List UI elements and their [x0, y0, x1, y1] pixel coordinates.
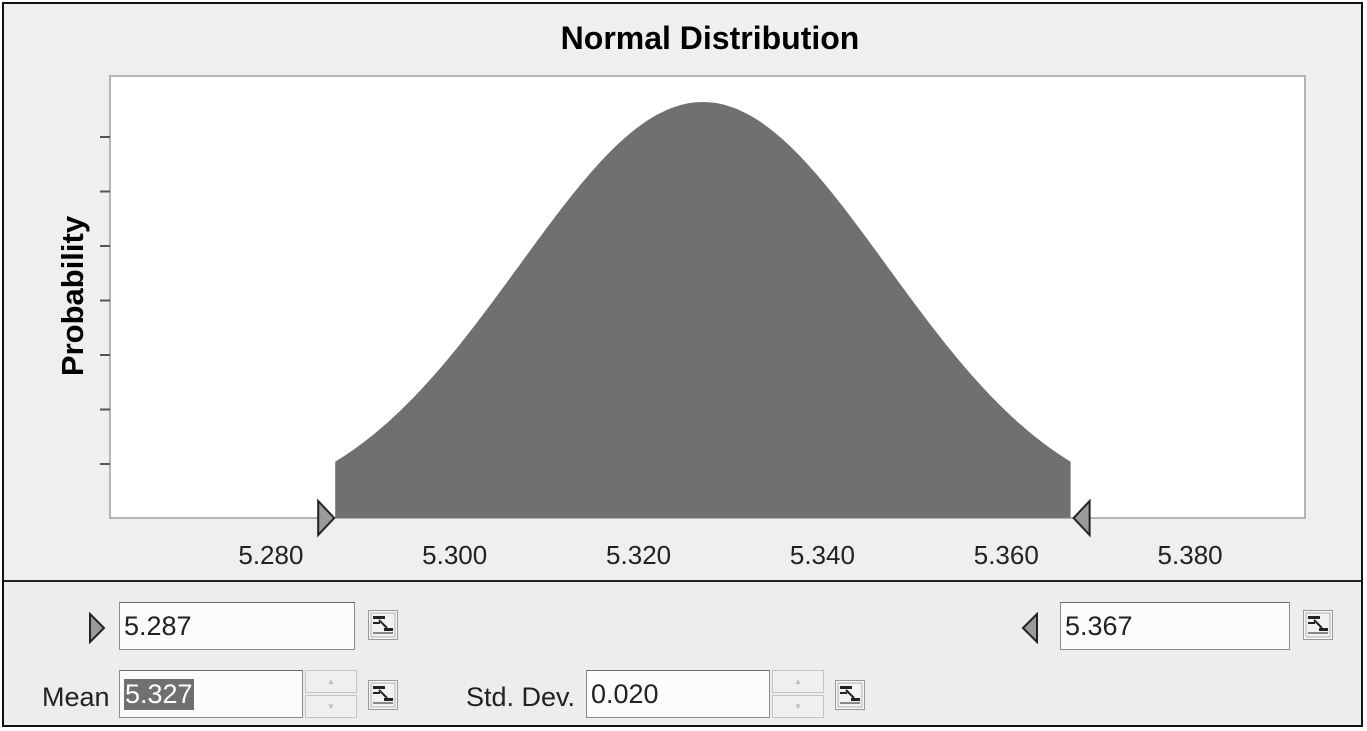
left-bound-value: 5.287: [124, 610, 192, 641]
y-axis-ticks: [100, 136, 110, 465]
x-tick-label: 5.340: [790, 540, 855, 570]
mean-label: Mean: [42, 682, 110, 712]
cell-reference-icon: [370, 612, 396, 638]
mean-value: 5.327: [124, 678, 194, 710]
right-bound-marker-icon[interactable]: [1072, 498, 1091, 538]
std-dev-cell-reference-button[interactable]: [835, 680, 865, 710]
x-tick-label: 5.320: [606, 540, 671, 570]
mean-spinner[interactable]: ▲ ▼: [305, 670, 357, 718]
std-dev-spin-down-button[interactable]: ▼: [772, 695, 824, 718]
std-dev-spinner[interactable]: ▲ ▼: [772, 670, 824, 718]
std-dev-input[interactable]: 0.020: [586, 670, 770, 718]
mean-input[interactable]: 5.327: [119, 670, 303, 718]
normal-distribution-chart: Normal Distribution Probability 5.280 5.3…: [55, 20, 1306, 570]
mean-spin-down-button[interactable]: ▼: [305, 695, 357, 718]
cell-reference-icon: [1305, 612, 1331, 638]
x-tick-label: 5.300: [422, 540, 487, 570]
left-bound-input[interactable]: 5.287: [119, 602, 355, 650]
right-bound-cell-reference-button[interactable]: [1303, 610, 1333, 640]
std-dev-spin-up-button[interactable]: ▲: [772, 670, 824, 693]
left-bound-triangle-icon: [89, 612, 106, 644]
mean-cell-reference-button[interactable]: [368, 680, 398, 710]
std-dev-label: Std. Dev.: [466, 682, 576, 712]
y-axis-label: Probability: [55, 215, 90, 376]
chart-title: Normal Distribution: [561, 20, 860, 56]
std-dev-value: 0.020: [591, 678, 659, 709]
panel-divider: [4, 580, 1361, 582]
x-tick-label: 5.280: [238, 540, 303, 570]
cell-reference-icon: [837, 682, 863, 708]
probability-density-area: [335, 102, 1071, 518]
right-bound-value: 5.367: [1065, 610, 1133, 641]
chart-panel: Normal Distribution Probability 5.280 5.3…: [6, 6, 1359, 580]
x-tick-label: 5.380: [1158, 540, 1223, 570]
cell-reference-icon: [370, 682, 396, 708]
left-bound-marker-icon[interactable]: [317, 498, 336, 538]
left-bound-cell-reference-button[interactable]: [368, 610, 398, 640]
control-panel: 5.287 5.367: [4, 582, 1361, 725]
right-bound-triangle-icon: [1021, 612, 1038, 644]
x-axis-tick-labels: 5.280 5.300 5.320 5.340 5.360 5.380: [238, 540, 1222, 570]
mean-spin-up-button[interactable]: ▲: [305, 670, 357, 693]
right-bound-input[interactable]: 5.367: [1060, 602, 1290, 650]
x-tick-label: 5.360: [974, 540, 1039, 570]
